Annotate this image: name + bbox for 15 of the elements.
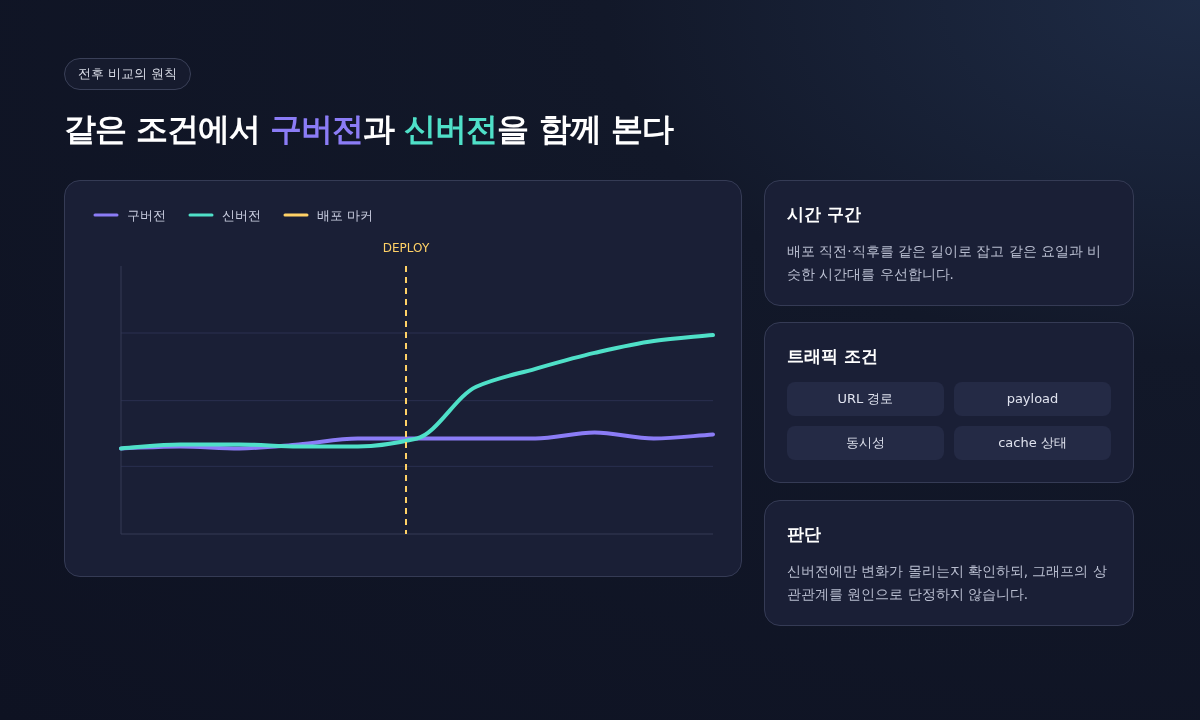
text: cache 상태 [954, 426, 1111, 460]
legend-label: 구버전 [127, 208, 166, 223]
chart-subtitle: 전후 비교의 원칙 [64, 58, 192, 90]
text: 시간 구간 [787, 203, 862, 226]
text: 트래픽 조건 [787, 345, 879, 368]
legend-label: 신버전 [222, 208, 261, 223]
text: 배포 직전·직후를 같은 길이로 잡고 같은 요일과 비슷한 시간대를 우선합니다. [787, 242, 1103, 284]
text: URL 경로 [787, 382, 944, 416]
text: DEPLOY [382, 241, 430, 255]
text: 신버전에만 변화가 몰리는지 확인하되, 그래프의 상관관계를 원인으로 단정하지 않습니다. [787, 562, 1108, 604]
text: 판단 [787, 523, 822, 546]
chart-title: 같은 조건에서 구버전과 신버전을 함께 본다 [64, 110, 673, 148]
text: 동시성 [787, 426, 944, 460]
text: payload [954, 382, 1111, 416]
text: 배포 마커 [317, 208, 374, 223]
